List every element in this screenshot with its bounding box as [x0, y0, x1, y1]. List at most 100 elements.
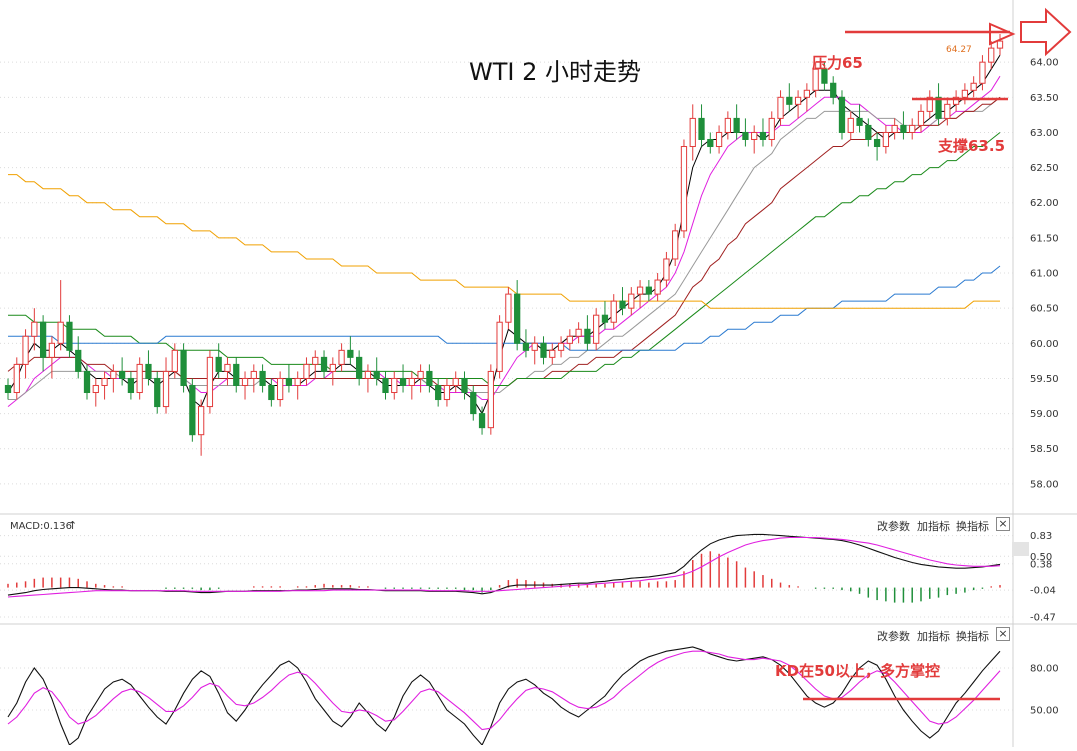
candle: [13, 357, 20, 400]
candle: [356, 350, 363, 386]
macd-tick-label: 0.83: [1030, 531, 1052, 542]
candle: [118, 357, 126, 386]
candle-body: [250, 370, 257, 379]
price-tick-label: 61.50: [1030, 233, 1059, 244]
candle: [259, 364, 266, 393]
candle: [540, 336, 547, 365]
candle-body: [215, 356, 222, 372]
candle-body: [575, 328, 582, 337]
candle: [303, 357, 310, 386]
macd-change-params-button[interactable]: 改参数: [877, 520, 910, 533]
macd-tick-label: 0.50: [1030, 552, 1052, 563]
candle-body: [628, 293, 635, 309]
candle: [435, 378, 442, 407]
kd-change-params-button[interactable]: 改参数: [877, 630, 910, 643]
candle-body: [654, 279, 661, 295]
moving-average-line-6: [8, 174, 1000, 309]
candle-body: [478, 413, 486, 429]
price-tick-label: 60.50: [1030, 304, 1059, 315]
candle-body: [540, 342, 547, 358]
chart-title: WTI 2 小时走势: [469, 58, 641, 86]
candle-body: [31, 321, 38, 337]
candle: [672, 223, 679, 266]
candle-body: [619, 300, 626, 309]
candle: [373, 357, 380, 386]
candle-body: [531, 342, 538, 351]
candle: [426, 364, 433, 393]
candle: [549, 343, 556, 365]
candle-body: [865, 124, 872, 140]
candle-body: [320, 356, 328, 372]
candle: [619, 287, 626, 316]
candle: [382, 371, 389, 400]
candle: [154, 371, 161, 414]
candle: [268, 378, 275, 407]
candle: [66, 315, 73, 358]
candle-body: [189, 384, 196, 436]
candle: [162, 357, 170, 414]
candle-body: [900, 124, 907, 133]
candle: [663, 251, 670, 288]
candle: [408, 371, 415, 400]
candle: [961, 83, 969, 105]
candle-body: [92, 384, 99, 394]
candle-body: [917, 110, 925, 126]
kd-add-indicator-button[interactable]: 加指标: [917, 630, 950, 643]
candle: [443, 378, 451, 407]
price-tick-label: 58.00: [1030, 479, 1059, 490]
price-axis-ticks: 64.00 63.50 63.00 62.50 62.00 61.50 61.00 60.50…: [1030, 58, 1059, 491]
candle: [470, 385, 477, 421]
candle-body: [610, 300, 617, 323]
candle: [364, 364, 372, 393]
candle-body: [944, 103, 951, 119]
moving-average-line-5: [8, 265, 1001, 351]
candle: [110, 364, 117, 393]
candle-body: [408, 377, 415, 386]
candle: [496, 315, 503, 379]
candle: [794, 90, 802, 119]
candle: [215, 343, 222, 379]
candle: [847, 111, 854, 140]
candle-body: [39, 321, 47, 358]
candle-body: [303, 363, 310, 379]
macd-add-indicator-button[interactable]: 加指标: [917, 520, 950, 533]
kd-k-line: [7, 646, 1001, 745]
candle: [917, 104, 925, 133]
candle-body: [698, 117, 705, 140]
candle: [707, 132, 714, 154]
candle: [645, 280, 652, 302]
candle: [399, 364, 407, 393]
candle: [312, 350, 319, 379]
candle: [75, 336, 82, 379]
candle-body: [768, 117, 775, 140]
candle-body: [522, 342, 530, 351]
kd-close-icon[interactable]: ×: [996, 627, 1010, 641]
candle-body: [461, 377, 468, 394]
candle: [557, 336, 565, 358]
candle-body: [909, 124, 916, 133]
candle: [180, 343, 187, 393]
macd-close-icon[interactable]: ×: [996, 517, 1010, 531]
candle: [83, 364, 91, 400]
candle-body: [821, 68, 828, 84]
candle-body: [996, 40, 1004, 49]
candle-body: [988, 47, 995, 63]
candle: [970, 76, 977, 98]
candle: [136, 357, 143, 400]
candle-body: [961, 89, 969, 98]
candle: [777, 90, 784, 126]
macd-switch-indicator-button[interactable]: 换指标: [956, 520, 989, 533]
candle: [514, 280, 521, 351]
candle-body: [171, 349, 178, 372]
kd-switch-indicator-button[interactable]: 换指标: [956, 630, 989, 643]
candle-body: [443, 384, 451, 401]
macd-lines: [7, 533, 1001, 598]
price-tick-label: 62.50: [1030, 163, 1059, 174]
candle-body: [496, 321, 503, 372]
candle-body: [970, 82, 977, 91]
candle-body: [838, 96, 846, 133]
macd-value-label: MACD:0.136: [10, 521, 72, 532]
candle-body: [57, 321, 64, 344]
candle-body: [356, 356, 363, 379]
